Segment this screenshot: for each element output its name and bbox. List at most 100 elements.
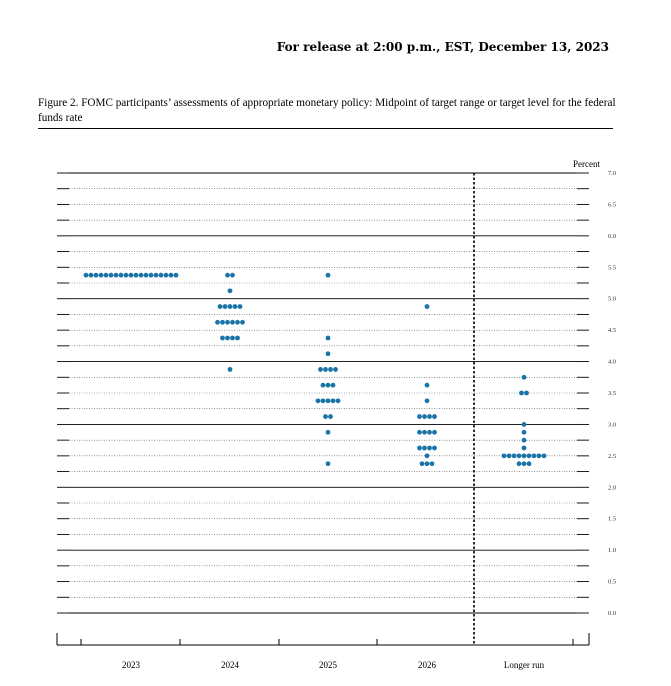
participant-dot <box>163 272 169 278</box>
axis-labels: 0.0 0.5 1.0 1.5 2.0 2.5 3.0 3.5 4.0 4.5 5.0 5.5 6.0 6… <box>122 159 616 670</box>
participant-dot <box>325 429 331 435</box>
participant-dot <box>521 453 527 459</box>
participant-dot <box>325 335 331 341</box>
participant-dot <box>427 429 432 435</box>
participant-dot <box>536 453 542 459</box>
participant-dot <box>531 453 537 459</box>
participant-dot <box>323 367 328 372</box>
participant-dot <box>328 367 333 372</box>
participant-dot <box>83 272 89 278</box>
x-category-label: 2025 <box>319 660 338 670</box>
participant-dot <box>237 304 243 309</box>
participant-dot <box>422 429 427 435</box>
participant-dot <box>521 445 527 451</box>
y-tick-label: 3.5 <box>608 390 616 397</box>
participant-dot <box>320 398 326 404</box>
participant-dot <box>432 445 437 451</box>
participant-dot <box>516 461 522 467</box>
participant-dot <box>153 272 159 278</box>
participant-dot <box>235 319 240 325</box>
y-tick-label: 0.5 <box>608 579 616 586</box>
axis-frame <box>56 173 590 646</box>
participant-dot <box>526 453 532 459</box>
participant-dot <box>516 453 522 459</box>
participant-dot <box>521 461 527 467</box>
participant-dot <box>230 319 235 325</box>
participant-dot <box>427 445 432 451</box>
participant-dot <box>93 272 99 278</box>
y-axis-unit: Percent <box>573 159 600 169</box>
participant-dot <box>133 272 139 278</box>
participant-dot <box>511 453 517 459</box>
participant-dot <box>318 367 323 372</box>
y-tick-label: 0.0 <box>608 610 616 617</box>
participant-dot <box>325 272 331 278</box>
participant-dot <box>424 304 430 309</box>
participant-dot <box>422 445 427 451</box>
participant-dot <box>220 319 225 325</box>
participant-dot <box>225 335 230 341</box>
participant-dot <box>330 382 336 388</box>
participant-dot <box>215 319 220 325</box>
participant-dot <box>325 351 331 357</box>
participant-dot <box>521 422 527 427</box>
participant-dot <box>328 414 333 419</box>
figure-caption: Figure 2. FOMC participants’ assessments… <box>38 97 616 124</box>
participant-dot <box>225 319 230 325</box>
participant-dot <box>333 367 338 372</box>
participant-dot <box>330 398 336 404</box>
participant-dot <box>227 304 233 309</box>
participant-dot <box>113 272 119 278</box>
participant-dot <box>320 382 326 388</box>
participant-dot <box>419 461 425 467</box>
participant-dot <box>424 382 430 388</box>
participant-dot <box>432 414 437 419</box>
participant-dot <box>323 414 328 419</box>
participant-dot <box>227 367 233 372</box>
participant-dot <box>417 429 422 435</box>
grid-lines <box>57 172 589 614</box>
participant-dot <box>88 272 94 278</box>
participant-dot <box>335 398 341 404</box>
participant-dot <box>148 272 154 278</box>
y-tick-label: 5.5 <box>608 264 616 271</box>
release-notice: For release at 2:00 p.m., EST, December … <box>276 40 609 54</box>
participant-dot <box>128 272 134 278</box>
participant-dot <box>143 272 149 278</box>
y-tick-label: 5.0 <box>608 296 616 303</box>
participant-dot <box>524 390 529 396</box>
y-tick-label: 2.0 <box>608 484 616 491</box>
y-tick-label: 7.0 <box>608 170 616 177</box>
participant-dot <box>220 335 225 341</box>
participant-dot <box>158 272 164 278</box>
participant-dot <box>173 272 179 278</box>
y-tick-label: 6.0 <box>608 233 616 240</box>
participant-dot <box>519 390 524 396</box>
participant-dot <box>417 445 422 451</box>
participant-dot <box>432 429 437 435</box>
participant-dot <box>103 272 109 278</box>
y-tick-label: 4.0 <box>608 359 616 366</box>
participant-dot <box>521 374 527 380</box>
participant-dot <box>230 335 235 341</box>
participant-dot <box>325 382 331 388</box>
x-category-label: 2024 <box>221 660 240 670</box>
participant-dot <box>506 453 512 459</box>
participant-dot <box>118 272 124 278</box>
participant-dot <box>108 272 114 278</box>
participant-dot <box>427 414 432 419</box>
participant-dot <box>424 453 430 459</box>
participant-dot <box>526 461 532 467</box>
participant-dot <box>541 453 547 459</box>
y-tick-label: 1.5 <box>608 516 616 523</box>
participant-dot <box>325 461 331 467</box>
participant-dot <box>424 461 430 467</box>
participant-dot <box>227 288 233 294</box>
participant-dot <box>521 437 527 443</box>
participant-dot <box>232 304 238 309</box>
x-category-label: 2023 <box>122 660 141 670</box>
x-category-label: Longer run <box>504 660 545 670</box>
y-tick-label: 3.0 <box>608 421 616 428</box>
dot-marks <box>83 272 547 467</box>
participant-dot <box>417 414 422 419</box>
